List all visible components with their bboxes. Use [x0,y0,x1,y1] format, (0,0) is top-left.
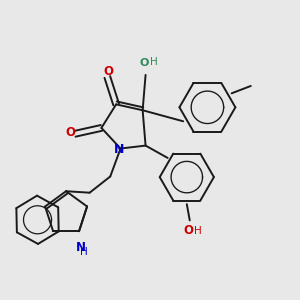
Text: H: H [150,57,158,67]
Text: N: N [76,242,85,254]
Text: O: O [140,58,149,68]
Text: O: O [183,224,193,237]
Text: H: H [80,248,88,257]
Text: O: O [104,65,114,78]
Text: H: H [194,226,202,236]
Text: O: O [65,126,76,139]
Text: N: N [114,143,124,157]
